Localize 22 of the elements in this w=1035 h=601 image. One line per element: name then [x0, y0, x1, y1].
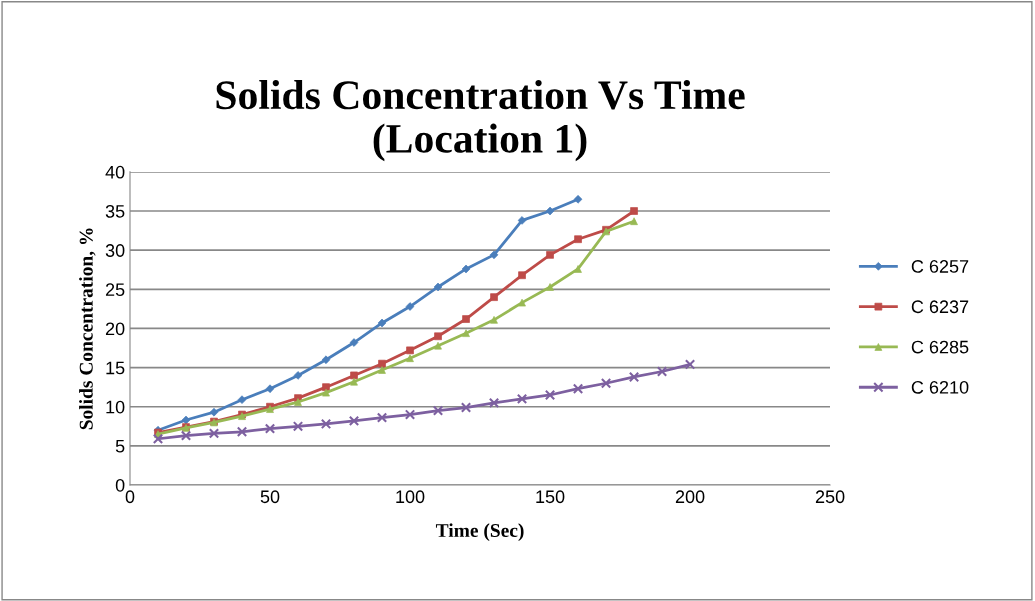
x-tick-label: 150 [536, 490, 565, 504]
y-tick-label: 40 [105, 165, 125, 179]
y-tick-label: 35 [105, 204, 125, 218]
legend-label: C 6285 [911, 340, 969, 354]
y-tick-label: 0 [115, 478, 125, 492]
legend-label: C 6210 [911, 380, 969, 394]
x-axis-title: Time (Sec) [435, 523, 524, 541]
y-tick-label: 25 [105, 283, 125, 297]
y-tick-label: 15 [106, 361, 125, 375]
x-tick-label: 0 [125, 490, 135, 504]
y-tick-label: 10 [106, 400, 125, 414]
y-tick-label: 30 [105, 244, 125, 257]
x-tick-label: 200 [675, 490, 705, 504]
x-tick-label: 250 [815, 490, 845, 504]
chart-title: Solids Concentration Vs Time (Location 1) [216, 79, 745, 162]
y-tick-label: 20 [105, 322, 125, 336]
legend-label: C 6237 [911, 300, 969, 314]
legend-label: C 6257 [911, 260, 969, 273]
x-tick-label: 50 [260, 490, 280, 504]
y-tick-label: 5 [115, 439, 125, 453]
x-tick-label: 100 [396, 490, 425, 504]
y-axis-title: Solids Concentration, % [79, 228, 96, 430]
